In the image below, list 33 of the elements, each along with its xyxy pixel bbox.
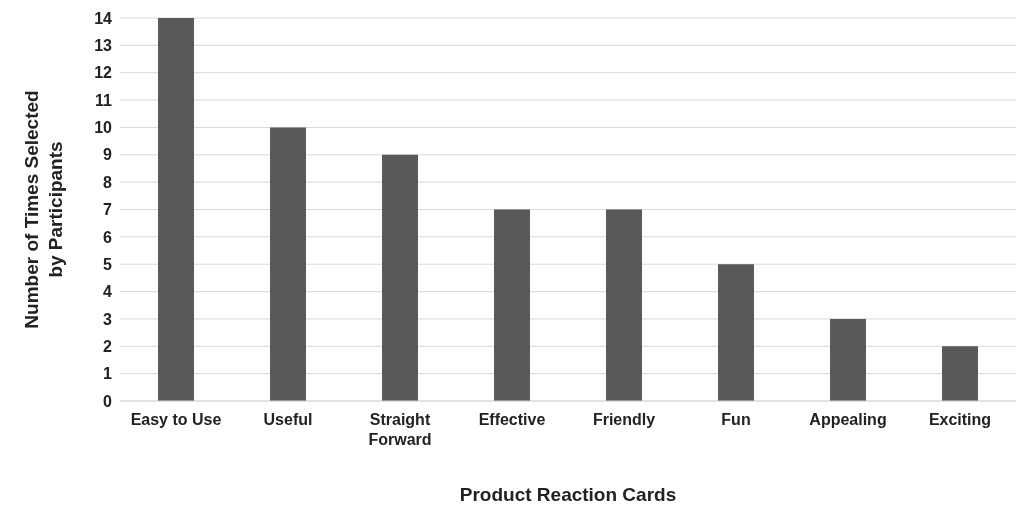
y-tick-label: 8: [103, 173, 113, 191]
y-tick-label: 12: [94, 64, 113, 82]
y-axis-title: Number of Times Selected by Participants: [21, 90, 66, 329]
x-tick-label: Straight Forward: [368, 411, 432, 448]
y-tick-label: 7: [103, 201, 113, 219]
y-tick-label: 11: [95, 91, 113, 109]
x-tick-label: Useful: [263, 411, 313, 428]
y-tick-label: 3: [103, 310, 113, 328]
bar: [718, 264, 754, 401]
bar: [830, 318, 866, 401]
bar: [270, 127, 306, 401]
bar: [606, 209, 642, 401]
y-tick-label: 10: [94, 119, 113, 137]
x-tick-label: Appealing: [809, 411, 887, 428]
y-tick-label: 4: [103, 283, 113, 301]
y-tick-label: 14: [94, 9, 113, 27]
x-tick-label: Effective: [478, 411, 546, 428]
x-tick-label: Fun: [721, 411, 751, 428]
bar: [382, 154, 418, 401]
bar: [158, 18, 194, 401]
x-tick-label: Friendly: [592, 411, 656, 428]
x-tick-label: Easy to Use: [130, 411, 222, 428]
bar: [942, 346, 978, 401]
y-tick-label: 13: [94, 37, 113, 55]
y-tick-label: 6: [103, 228, 113, 246]
y-tick-label: 9: [103, 146, 113, 164]
bar: [494, 209, 530, 401]
y-tick-label: 5: [103, 255, 113, 273]
y-tick-label: 2: [103, 337, 113, 355]
y-tick-label: 1: [103, 365, 113, 383]
x-axis-title: Product Reaction Cards: [459, 484, 677, 505]
x-tick-label: Exciting: [928, 411, 992, 428]
y-tick-label: 0: [103, 392, 113, 410]
